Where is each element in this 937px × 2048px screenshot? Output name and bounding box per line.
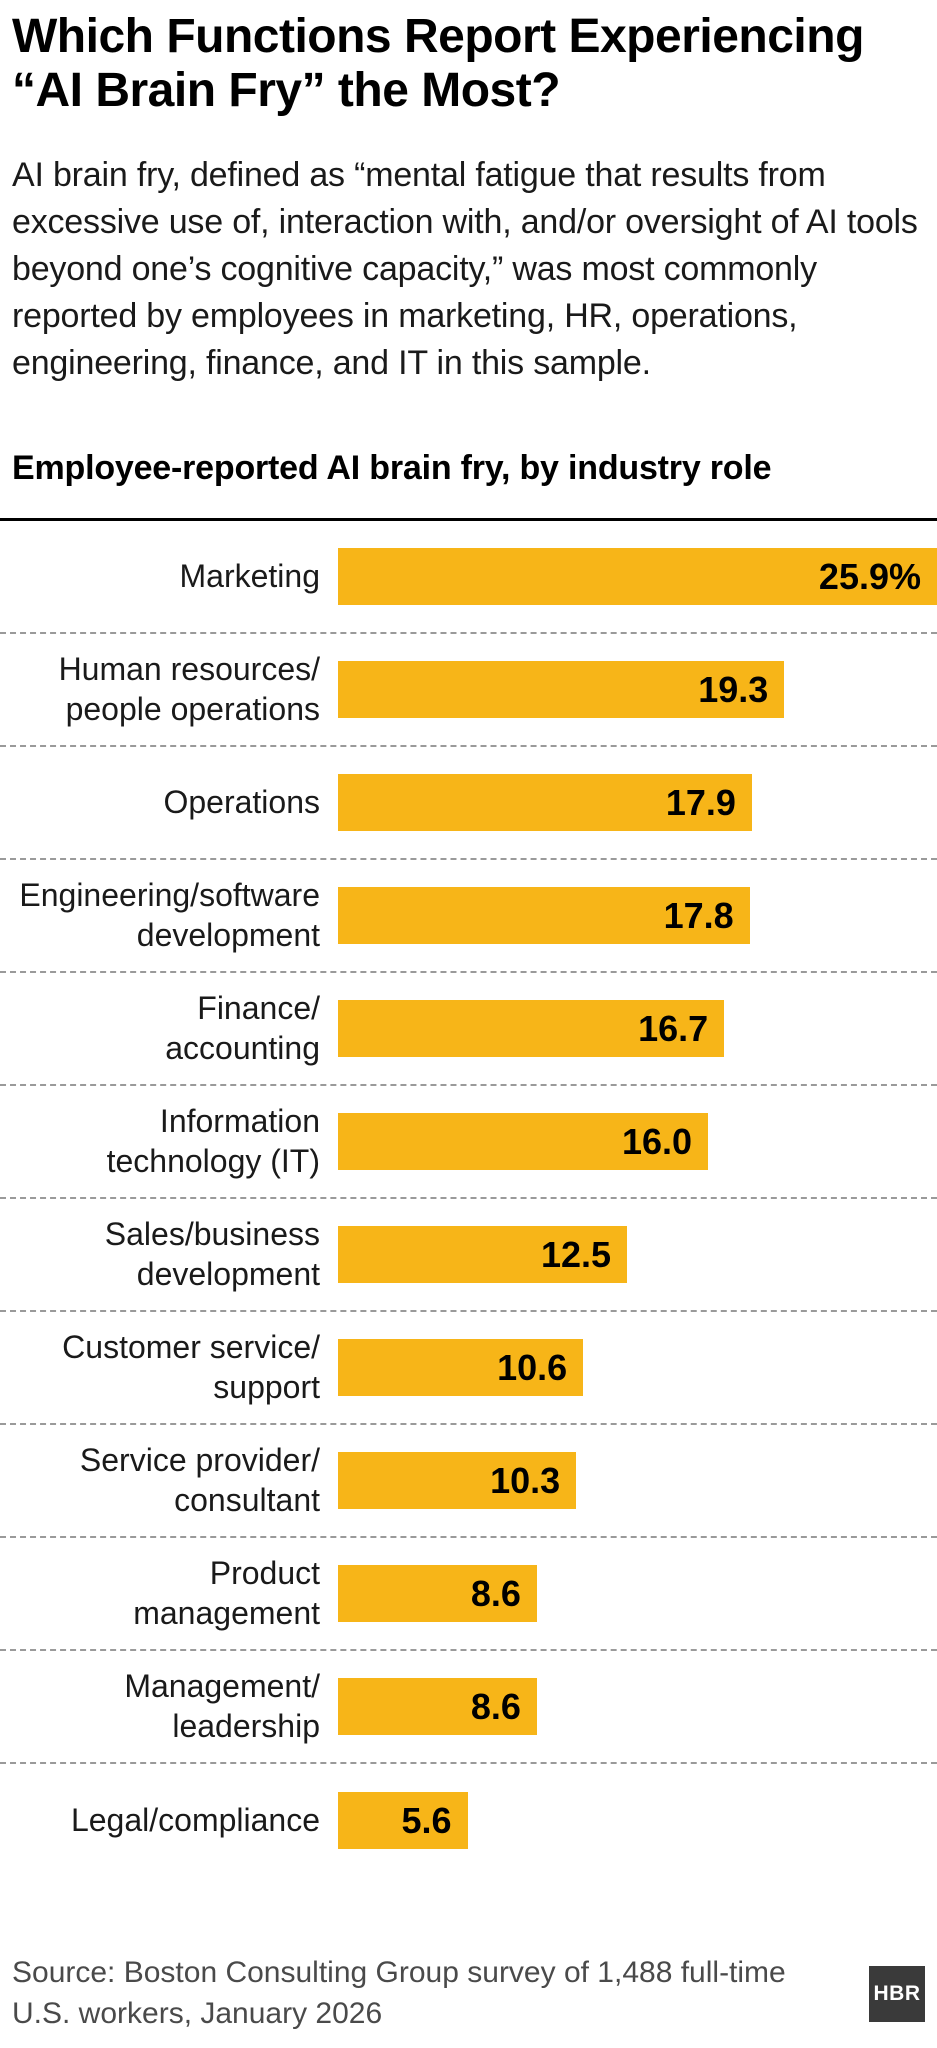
bar: 16.7 [338,1000,725,1057]
hbr-logo: HBR [869,1965,925,2022]
value-label: 17.9 [665,781,736,823]
bar-track: 19.3 [338,661,937,718]
value-label: 8.6 [470,1572,521,1614]
category-label: Service provider/ consultant [79,1442,320,1518]
bar: 19.3 [338,661,785,718]
value-label: 16.0 [621,1120,693,1162]
category-label: Customer service/ support [62,1329,320,1405]
bar: 16.0 [338,1113,709,1170]
bar: 8.6 [338,1565,537,1622]
value-label: 12.5 [541,1233,612,1275]
chart-row: Engineering/software development 17.8 [0,860,937,973]
bar: 12.5 [338,1226,628,1283]
category-label: Finance/ accounting [165,990,320,1066]
bar-track: 10.3 [338,1452,937,1509]
value-label: 5.6 [401,1799,452,1841]
value-label: 17.8 [663,894,734,936]
bar: 25.9% [338,548,937,605]
source-text: Source: Boston Consulting Group survey o… [12,1956,786,2030]
bar-track: 17.9 [338,774,937,831]
value-label: 8.6 [470,1685,521,1727]
chart-row: Customer service/ support 10.6 [0,1312,937,1425]
bar-chart: Marketing 25.9% Human resources/ people op… [0,521,937,1877]
category-label: Operations [163,783,320,820]
category-label: Human resources/ people operations [58,651,320,727]
bar: 17.8 [338,887,750,944]
value-label: 10.6 [497,1346,568,1388]
chart-title: Employee-reported AI brain fry, by indus… [12,449,772,487]
bar-track: 10.6 [338,1339,937,1396]
bar: 5.6 [338,1792,468,1849]
chart-row: Information technology (IT) 16.0 [0,1086,937,1199]
category-label: Legal/compliance [70,1801,320,1838]
value-label: 16.7 [638,1007,709,1049]
chart-row: Product management 8.6 [0,1538,937,1651]
chart-row: Service provider/ consultant 10.3 [0,1425,937,1538]
page-title: Which Functions Report Experiencing “AI … [12,10,864,118]
category-label: Sales/business development [104,1216,320,1292]
chart-row: Finance/ accounting 16.7 [0,973,937,1086]
bar-track: 5.6 [338,1792,937,1849]
bar-track: 12.5 [338,1226,937,1283]
category-label: Product management [133,1555,320,1631]
bar: 10.3 [338,1452,577,1509]
bar: 8.6 [338,1678,537,1735]
category-label: Engineering/software development [19,877,320,953]
bar-track: 8.6 [338,1565,937,1622]
bar-track: 17.8 [338,887,937,944]
category-label: Management/ leadership [124,1668,320,1744]
chart-row: Management/ leadership 8.6 [0,1651,937,1764]
chart-row: Human resources/ people operations 19.3 [0,634,937,747]
chart-row: Operations 17.9 [0,747,937,860]
bar-track: 8.6 [338,1678,937,1735]
description-text: AI brain fry, defined as “mental fatigue… [12,156,918,383]
bar-track: 16.0 [338,1113,937,1170]
chart-top-rule [0,518,937,521]
chart-row: Legal/compliance 5.6 [0,1764,937,1877]
value-label: 25.9% [818,555,921,597]
value-label: 10.3 [490,1459,561,1501]
category-label: Information technology (IT) [106,1103,320,1179]
chart-row: Marketing 25.9% [0,521,937,634]
bar-track: 16.7 [338,1000,937,1057]
chart-row: Sales/business development 12.5 [0,1199,937,1312]
category-label: Marketing [179,557,321,594]
bar-track: 25.9% [338,548,937,605]
footer: Source: Boston Consulting Group survey o… [12,1953,925,2034]
bar: 10.6 [338,1339,584,1396]
value-label: 19.3 [698,668,769,710]
bar: 17.9 [338,774,752,831]
